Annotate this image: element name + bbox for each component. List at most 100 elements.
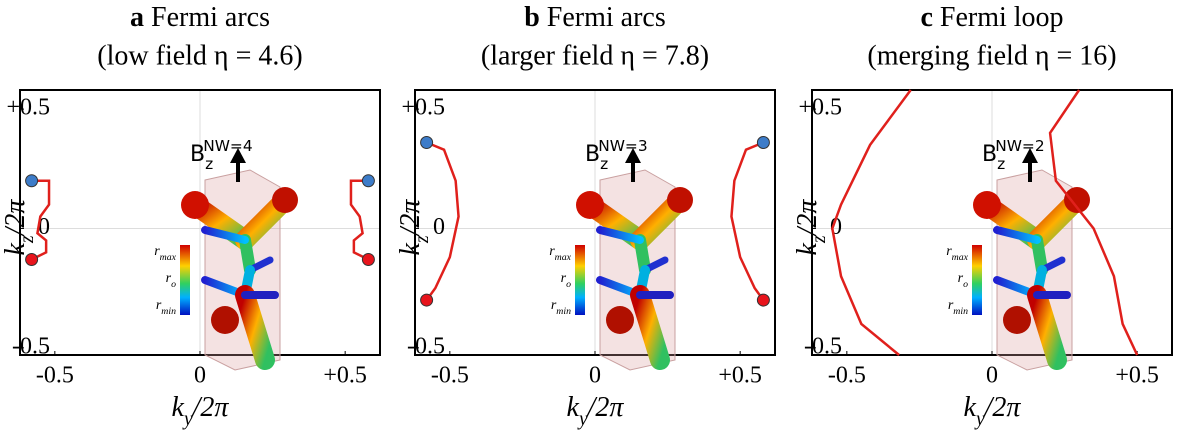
colorbar-label: rmin bbox=[551, 298, 571, 317]
x-axis-label-rest: /2π bbox=[191, 392, 230, 423]
atom bbox=[667, 187, 693, 213]
colorbar-label: rmax bbox=[154, 244, 176, 263]
endpoint bbox=[26, 254, 38, 266]
atom bbox=[181, 191, 209, 219]
colorbar-label-sub: max bbox=[555, 252, 572, 263]
field-annotation-sub: z bbox=[600, 155, 608, 173]
colorbar-label: ro bbox=[166, 271, 176, 290]
title-text: Fermi loop bbox=[940, 2, 1064, 33]
y-tick-label: -0.5 bbox=[12, 333, 50, 359]
endpoint bbox=[757, 137, 769, 149]
fermi-arc bbox=[731, 143, 763, 301]
field-annotation: BzNW=3 bbox=[585, 137, 648, 173]
atom bbox=[272, 187, 298, 213]
atom bbox=[606, 306, 634, 334]
y-tick-label: 0 bbox=[433, 214, 445, 240]
field-annotation: BzNW=4 bbox=[190, 137, 253, 173]
panel: b Fermi arcs (larger field η = 7.8) -0.5 0 +… bbox=[395, 2, 775, 430]
fermi-arc bbox=[832, 90, 910, 355]
panel-label: b bbox=[524, 2, 540, 33]
y-tick-label: -0.5 bbox=[804, 333, 842, 359]
x-tick-label: -0.5 bbox=[36, 363, 74, 389]
x-tick-label: +0.5 bbox=[718, 363, 762, 389]
colorbar-label: rmin bbox=[156, 298, 176, 317]
panel-title: b Fermi arcs bbox=[524, 2, 666, 33]
fermi-arc bbox=[351, 181, 368, 260]
field-annotation-sub: z bbox=[997, 155, 1005, 173]
field-annotation-sup: NW=2 bbox=[995, 137, 1044, 155]
colorbar bbox=[972, 245, 982, 315]
panel-subtitle: (larger field η = 7.8) bbox=[481, 40, 709, 71]
panel: a Fermi arcs (low field η = 4.6) -0.5 0 +0.5… bbox=[0, 2, 380, 430]
panel-label: a bbox=[130, 2, 144, 33]
y-tick-label: -0.5 bbox=[407, 333, 445, 359]
x-axis-label-rest: /2π bbox=[586, 392, 625, 423]
y-tick-label: +0.5 bbox=[401, 95, 445, 121]
x-tick-label: -0.5 bbox=[828, 363, 866, 389]
field-annotation-sup: NW=4 bbox=[203, 137, 252, 155]
colorbar-label-sub: o bbox=[963, 279, 968, 290]
y-axis-label-base: k bbox=[792, 242, 823, 255]
x-axis-label: ky/2π bbox=[172, 392, 230, 430]
panel-subtitle: (low field η = 4.6) bbox=[97, 40, 302, 71]
x-axis-label-sub: y bbox=[974, 409, 985, 430]
x-tick-label: +0.5 bbox=[323, 363, 367, 389]
atom bbox=[973, 191, 1001, 219]
colorbar bbox=[575, 245, 585, 315]
x-axis-label-sub: y bbox=[182, 409, 193, 430]
colorbar-label: ro bbox=[561, 271, 571, 290]
x-tick-label: 0 bbox=[589, 363, 601, 389]
panel: c Fermi loop (merging field η = 16) -0.5 0 +… bbox=[792, 2, 1172, 430]
y-axis-label-rest: /2π bbox=[395, 199, 426, 238]
endpoint bbox=[362, 175, 374, 187]
y-axis-label-base: k bbox=[0, 242, 31, 255]
y-axis-label: kz/2π bbox=[792, 199, 830, 256]
endpoint bbox=[421, 294, 433, 306]
x-axis-label-sub: y bbox=[577, 409, 588, 430]
atom bbox=[1003, 306, 1031, 334]
panel-subtitle: (merging field η = 16) bbox=[867, 40, 1116, 71]
endpoint bbox=[26, 175, 38, 187]
x-tick-label: -0.5 bbox=[431, 363, 469, 389]
y-tick-label: +0.5 bbox=[6, 95, 50, 121]
y-tick-label: +0.5 bbox=[798, 95, 842, 121]
colorbar-label-sub: max bbox=[952, 252, 969, 263]
y-axis-label-rest: /2π bbox=[792, 199, 823, 238]
field-annotation: BzNW=2 bbox=[982, 137, 1045, 173]
x-axis-label-base: k bbox=[567, 392, 580, 423]
y-axis-label-rest: /2π bbox=[0, 199, 31, 238]
y-axis-label: kz/2π bbox=[0, 199, 38, 256]
atom bbox=[211, 306, 239, 334]
x-axis-label: ky/2π bbox=[964, 392, 1022, 430]
panel-title: a Fermi arcs bbox=[130, 2, 270, 33]
colorbar-label: rmin bbox=[948, 298, 968, 317]
colorbar-label-sub: min bbox=[161, 306, 176, 317]
colorbar bbox=[180, 245, 190, 315]
colorbar-label-sub: min bbox=[953, 306, 968, 317]
y-axis-label-base: k bbox=[395, 242, 426, 255]
x-tick-label: 0 bbox=[986, 363, 998, 389]
x-axis-label-base: k bbox=[964, 392, 977, 423]
endpoint bbox=[421, 137, 433, 149]
panel-label: c bbox=[920, 2, 932, 33]
figure: a Fermi arcs (low field η = 4.6) -0.5 0 +0.5… bbox=[0, 0, 1189, 437]
x-axis-label-base: k bbox=[172, 392, 185, 423]
endpoint bbox=[757, 294, 769, 306]
title-text: Fermi arcs bbox=[547, 2, 666, 33]
x-axis-label-rest: /2π bbox=[983, 392, 1022, 423]
colorbar-label-sub: o bbox=[171, 279, 176, 290]
x-tick-label: +0.5 bbox=[1115, 363, 1159, 389]
colorbar-label: ro bbox=[958, 271, 968, 290]
colorbar-label: rmax bbox=[549, 244, 571, 263]
panel-title: c Fermi loop bbox=[920, 2, 1063, 33]
field-annotation-sup: NW=3 bbox=[598, 137, 647, 155]
field-annotation-sub: z bbox=[205, 155, 213, 173]
endpoint bbox=[362, 254, 374, 266]
atom bbox=[576, 191, 604, 219]
x-axis-label: ky/2π bbox=[567, 392, 625, 430]
colorbar-label-sub: min bbox=[556, 306, 571, 317]
y-axis-label: kz/2π bbox=[395, 199, 433, 256]
title-text: Fermi arcs bbox=[151, 2, 270, 33]
x-tick-label: 0 bbox=[194, 363, 206, 389]
colorbar-label-sub: o bbox=[566, 279, 571, 290]
